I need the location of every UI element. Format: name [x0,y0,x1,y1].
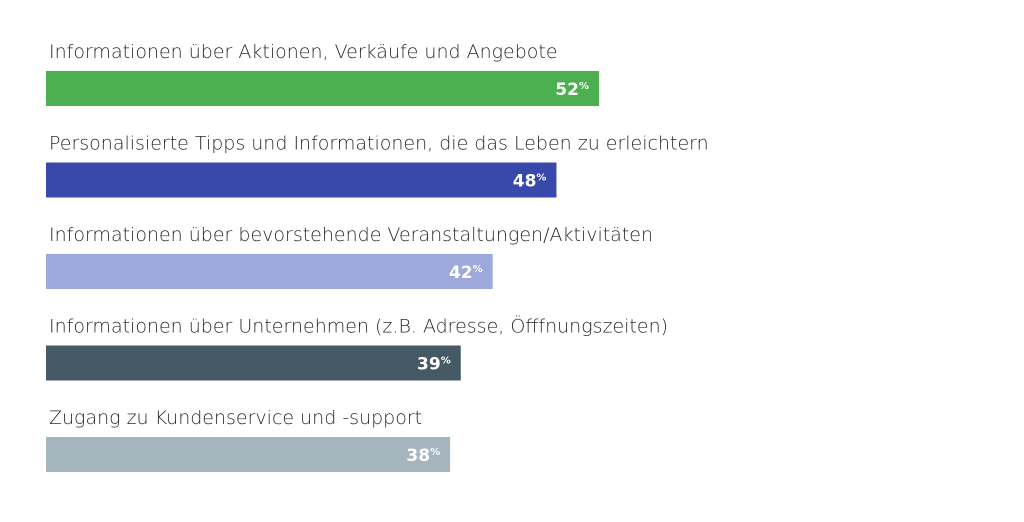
value-unit: % [579,81,589,92]
value-number: 38 [406,446,430,466]
value-number: 52 [555,80,579,100]
bar [46,437,451,472]
bar [46,71,599,106]
category-label: Informationen über bevorstehende Veranst… [49,224,653,246]
category-label: Personalisierte Tipps und Informationen,… [49,133,709,155]
value-number: 39 [417,355,441,375]
value-unit: % [441,356,451,367]
value-unit: % [536,173,546,184]
value-label: 48% [513,172,547,192]
value-label: 42% [449,263,483,283]
bar [46,162,557,198]
category-label: Informationen über Unternehmen (z.B. Adr… [49,315,668,338]
value-number: 42 [449,263,473,283]
value-number: 48 [513,172,537,192]
value-unit: % [430,447,440,458]
category-label: Zugang zu Kundenservice und -support [49,407,422,429]
value-label: 39% [417,355,451,375]
category-label: Informationen über Aktionen, Verkäufe un… [49,41,558,63]
bar [46,254,493,289]
bar [46,345,461,381]
value-label: 38% [406,446,440,466]
value-unit: % [473,264,483,275]
value-label: 52% [555,80,589,100]
